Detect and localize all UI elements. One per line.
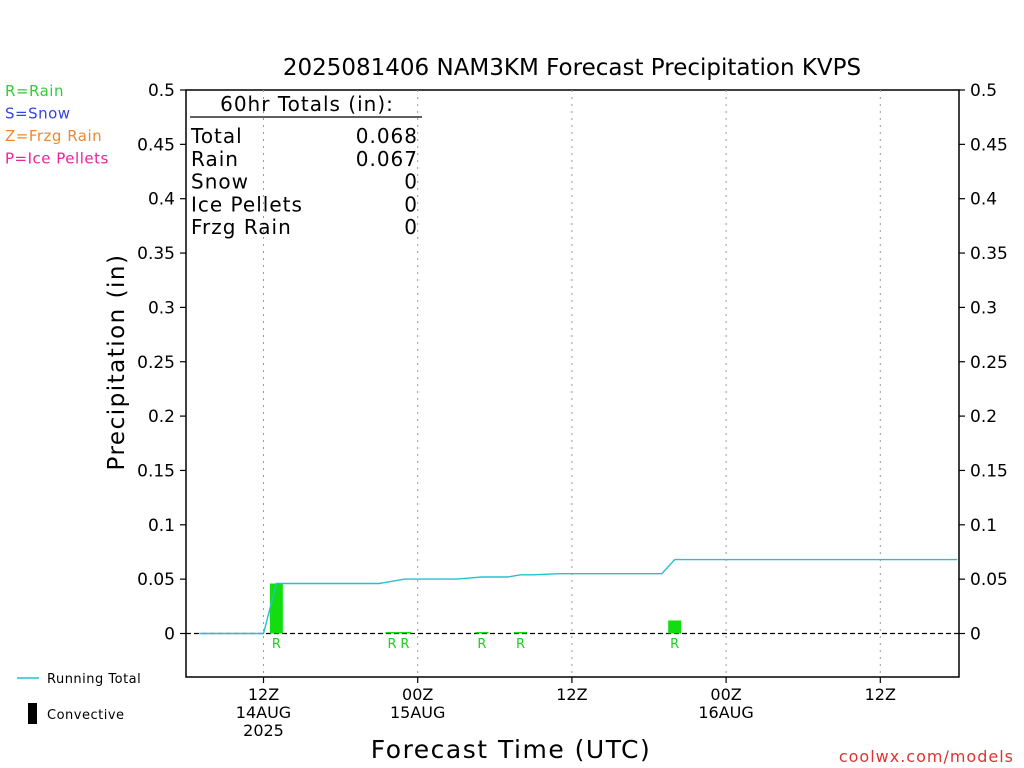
totals-row-value: 0 <box>404 170 418 194</box>
y-tick-label-right: 0.05 <box>970 570 1008 590</box>
series-legend: Running Total Convective <box>17 672 141 724</box>
legend-label: Running Total <box>47 672 141 687</box>
ptype-bar-label: R <box>516 637 525 652</box>
x-axis-label: Forecast Time (UTC) <box>371 735 651 764</box>
ptype-legend-item: R=Rain <box>5 82 64 100</box>
ptype-legend-item: P=Ice Pellets <box>5 150 109 168</box>
y-tick-label-right: 0.35 <box>970 244 1008 264</box>
totals-row-value: 0.067 <box>356 147 418 171</box>
totals-row-label: Total <box>190 124 243 148</box>
chart-title: 2025081406 NAM3KM Forecast Precipitation… <box>283 55 861 81</box>
ptype-bar-label: R <box>387 637 396 652</box>
ptype-bar-label: R <box>272 637 281 652</box>
y-tick-label-right: 0.5 <box>970 81 997 101</box>
y-tick-label-right: 0.25 <box>970 353 1008 373</box>
x-tick-label: 12Z <box>865 685 896 704</box>
totals-row-label: Frzg Rain <box>191 215 292 239</box>
precip-bar <box>475 632 489 634</box>
y-axis-right: 0 0.05 0.1 0.15 0.2 0.25 0.3 0.35 0.4 0.45 0.5 <box>959 81 1008 645</box>
x-tick-label: 16AUG <box>698 703 753 722</box>
y-tick-label-right: 0.1 <box>970 516 997 536</box>
running-total-series <box>199 558 958 635</box>
y-axis-left: 0 0.05 0.1 0.15 0.2 0.25 0.3 0.35 0.4 0.45 0.5 <box>137 81 186 645</box>
ptype-legend-item: S=Snow <box>5 105 71 123</box>
x-tick-label: 00Z <box>402 685 433 704</box>
x-tick-label: 15AUG <box>390 703 445 722</box>
y-tick-label-right: 0 <box>970 625 981 645</box>
y-tick-label-right: 0.15 <box>970 461 1008 481</box>
totals-row-value: 0.068 <box>356 124 418 148</box>
totals-row-value: 0 <box>404 215 418 239</box>
y-tick-label-right: 0.3 <box>970 298 997 318</box>
ptype-legend: R=Rain S=Snow Z=Frzg Rain P=Ice Pellets <box>5 82 109 168</box>
y-tick-label-left: 0.25 <box>137 353 175 373</box>
y-axis-label: Precipitation (in) <box>104 254 130 471</box>
x-tick-label: 12Z <box>248 685 279 704</box>
y-tick-label-left: 0.35 <box>137 244 175 264</box>
totals-header: 60hr Totals (in): <box>220 92 394 116</box>
y-tick-label-left: 0.45 <box>137 135 175 155</box>
x-grid <box>263 90 881 677</box>
totals-box: 60hr Totals (in): Total 0.068 Rain 0.067 Sno… <box>190 92 422 239</box>
x-tick-label: 12Z <box>556 685 587 704</box>
x-tick-label: 00Z <box>710 685 741 704</box>
precip-bar <box>668 620 682 634</box>
y-tick-label-right: 0.2 <box>970 407 997 427</box>
totals-row-value: 0 <box>404 192 418 216</box>
legend-label: Convective <box>47 708 125 723</box>
totals-row-label: Ice Pellets <box>191 192 303 216</box>
y-tick-label-left: 0.1 <box>148 516 175 536</box>
y-tick-label-left: 0.4 <box>148 190 175 210</box>
watermark: coolwx.com/models <box>839 747 1014 766</box>
totals-row-label: Snow <box>191 170 249 194</box>
y-tick-label-left: 0.3 <box>148 298 175 318</box>
ptype-bar-label: R <box>670 637 679 652</box>
y-tick-label-left: 0.2 <box>148 407 175 427</box>
legend-bar-swatch <box>28 703 37 724</box>
y-tick-label-left: 0.15 <box>137 461 175 481</box>
y-tick-label-right: 0.45 <box>970 135 1008 155</box>
y-tick-label-left: 0.05 <box>137 570 175 590</box>
precip-bar <box>398 632 412 634</box>
x-tick-label: 2025 <box>243 721 284 740</box>
precip-bar <box>514 632 527 634</box>
ptype-legend-item: Z=Frzg Rain <box>5 127 102 145</box>
plot-frame <box>185 89 960 678</box>
y-tick-label-left: 0 <box>164 625 175 645</box>
running-total-line <box>199 558 958 635</box>
precip-bar <box>385 632 399 634</box>
precip-bars <box>269 583 682 634</box>
ptype-bar-label: R <box>400 637 409 652</box>
ptype-bar-label: R <box>477 637 486 652</box>
y-tick-label-left: 0.5 <box>148 81 175 101</box>
precip-bar <box>269 583 283 634</box>
y-tick-label-right: 0.4 <box>970 190 997 210</box>
totals-row-label: Rain <box>191 147 239 171</box>
x-tick-label: 14AUG <box>236 703 291 722</box>
